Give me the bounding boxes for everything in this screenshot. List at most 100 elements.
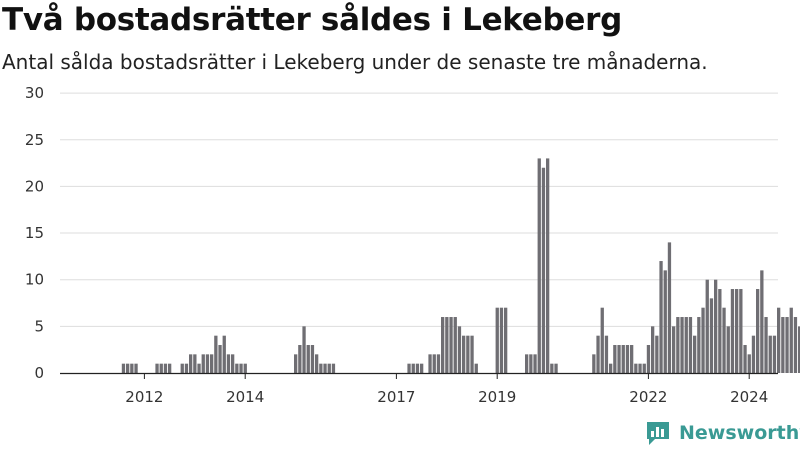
x-axis-labels: 2012 2014 2017 2019 2022 2024 — [125, 388, 768, 406]
brand-name: Newsworthy — [679, 422, 800, 444]
bar — [470, 335, 474, 373]
bar — [735, 289, 739, 373]
y-tick-label: 20 — [25, 177, 44, 195]
bar — [331, 363, 336, 373]
x-tick-label: 2017 — [377, 388, 415, 406]
bar — [550, 363, 554, 373]
bar — [155, 363, 159, 373]
bar — [445, 317, 449, 373]
bar — [184, 363, 189, 373]
bar — [201, 354, 205, 373]
bar — [453, 317, 457, 373]
bar — [168, 363, 172, 373]
bar — [617, 345, 621, 373]
bar — [659, 261, 663, 373]
bar — [709, 298, 714, 373]
bar — [226, 354, 231, 373]
bar — [768, 335, 772, 373]
bar — [781, 317, 785, 373]
bar — [474, 363, 478, 373]
bar — [315, 354, 319, 373]
bar — [672, 326, 676, 373]
x-tick-label: 2019 — [478, 388, 516, 406]
y-axis-labels: 0 5 10 15 20 25 30 — [25, 84, 44, 382]
bar — [764, 317, 768, 373]
bar — [739, 289, 743, 373]
bar — [600, 307, 604, 373]
bar — [189, 354, 193, 373]
bar — [630, 345, 634, 373]
bar — [756, 289, 760, 373]
bar — [462, 335, 466, 373]
bar — [667, 242, 672, 373]
bar — [604, 335, 609, 373]
gridlines — [60, 92, 778, 327]
bar — [621, 345, 625, 373]
bar — [197, 363, 201, 373]
bar — [294, 354, 298, 373]
bar — [214, 335, 218, 373]
bar — [415, 363, 420, 373]
bar — [323, 363, 327, 373]
bar — [705, 279, 709, 373]
bar — [546, 158, 550, 373]
bar — [441, 317, 445, 373]
bar — [210, 354, 214, 373]
bar — [243, 363, 247, 373]
bar — [596, 335, 600, 373]
bar — [319, 363, 323, 373]
bar — [436, 354, 441, 373]
bar — [310, 345, 315, 373]
bar — [126, 363, 130, 373]
bar — [130, 363, 134, 373]
bar — [684, 317, 688, 373]
bar — [222, 335, 226, 373]
bar — [785, 317, 789, 373]
bar — [495, 307, 499, 373]
bar — [541, 167, 546, 373]
bar — [235, 363, 239, 373]
bar — [701, 307, 705, 373]
bar — [529, 354, 533, 373]
bar — [499, 307, 504, 373]
y-tick-label: 0 — [34, 364, 44, 382]
bar — [306, 345, 310, 373]
bar — [525, 354, 529, 373]
y-tick-label: 10 — [25, 271, 44, 289]
bar — [642, 363, 646, 373]
bar — [457, 326, 462, 373]
chart-subtitle: Antal sålda bostadsrätter i Lekeberg und… — [2, 50, 708, 74]
bar — [121, 363, 126, 373]
bar — [798, 326, 800, 373]
newsworthy-logo-icon — [647, 422, 669, 445]
x-tick-label: 2022 — [629, 388, 667, 406]
bar — [411, 363, 415, 373]
chart-title: Två bostadsrätter såldes i Lekeberg — [2, 2, 622, 38]
bar — [793, 317, 798, 373]
bars — [121, 158, 800, 373]
bar — [327, 363, 331, 373]
bar — [554, 363, 558, 373]
bar — [751, 335, 756, 373]
bar — [655, 335, 659, 373]
bar — [298, 345, 302, 373]
y-tick-label: 25 — [25, 131, 44, 149]
bar — [777, 307, 781, 373]
bar — [302, 326, 306, 373]
x-tick-label: 2012 — [125, 388, 163, 406]
bar — [449, 317, 453, 373]
bar — [680, 317, 684, 373]
bar — [537, 158, 541, 373]
bar — [193, 354, 197, 373]
bar — [663, 270, 667, 373]
bar — [714, 279, 718, 373]
y-tick-label: 5 — [34, 317, 44, 335]
x-tick-label: 2024 — [730, 388, 768, 406]
bar — [697, 317, 701, 373]
x-tick-label: 2014 — [226, 388, 264, 406]
bar — [772, 335, 777, 373]
bar — [693, 335, 697, 373]
bar — [743, 345, 747, 373]
bar — [688, 317, 693, 373]
